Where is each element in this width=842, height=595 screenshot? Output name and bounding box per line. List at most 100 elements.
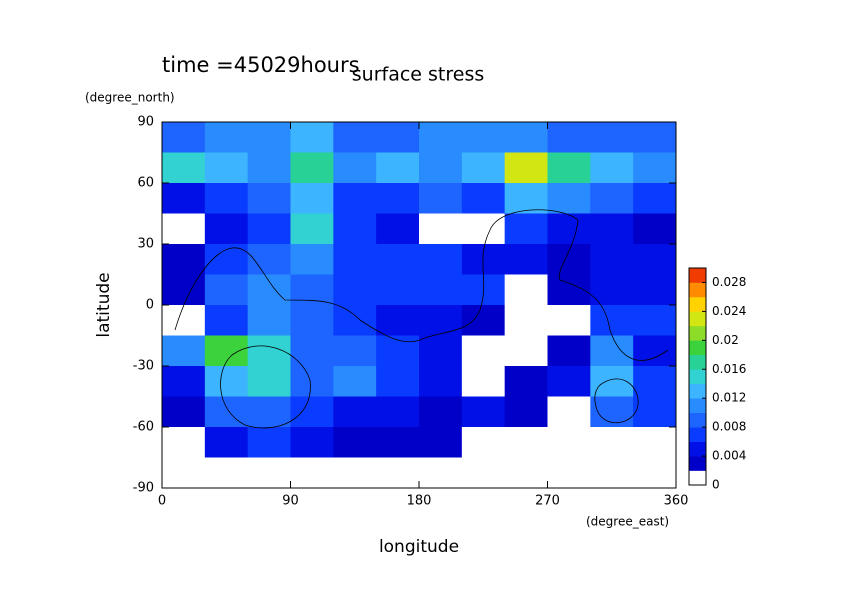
field-cell — [204, 427, 249, 458]
colorbar-band — [689, 282, 706, 298]
field-cell — [333, 427, 377, 458]
field-cell — [162, 427, 206, 458]
field-cell — [590, 274, 634, 306]
field-cell — [633, 457, 677, 489]
field-cell — [419, 183, 463, 214]
x-tick-label: 180 — [407, 494, 432, 509]
y-unit: (degree_north) — [85, 91, 175, 105]
field-cell — [547, 396, 591, 428]
field-cell — [547, 122, 591, 153]
field-cell — [333, 396, 377, 428]
coastline — [174, 209, 669, 361]
colorbar-band — [689, 325, 706, 341]
field-cell — [333, 152, 377, 184]
field-cell — [290, 122, 334, 153]
field-cell — [162, 244, 206, 275]
field-cell — [590, 213, 634, 245]
field-cell — [504, 366, 548, 397]
field-cell — [461, 122, 506, 153]
field-cell — [633, 122, 677, 153]
field-cell — [461, 366, 506, 397]
field-cell — [504, 152, 548, 184]
colorbar-tick-label: 0.004 — [712, 449, 746, 463]
colorbar-tick-label: 0 — [712, 478, 720, 492]
field-cell — [247, 457, 291, 489]
field-cell — [590, 427, 634, 458]
field-cell — [633, 396, 677, 428]
field-cell — [204, 122, 249, 153]
field-cell — [633, 183, 677, 214]
field-cell — [376, 457, 420, 489]
y-axis-label: latitude — [94, 272, 114, 337]
field-cell — [162, 457, 206, 489]
field-cell — [419, 152, 463, 184]
field-cell — [504, 457, 548, 489]
field-cell — [461, 335, 506, 367]
field-cell — [590, 152, 634, 184]
field-cell — [419, 427, 463, 458]
field-cell — [547, 457, 591, 489]
y-tick-label: 90 — [137, 115, 154, 130]
field-cell — [204, 457, 249, 489]
field-cell — [376, 213, 420, 245]
field-cell — [204, 213, 249, 245]
field-cell — [290, 213, 334, 245]
field-cell — [290, 396, 334, 428]
field-cell — [333, 213, 377, 245]
colorbar-band — [689, 427, 706, 442]
field-cell — [333, 122, 377, 153]
field-cell — [333, 183, 377, 214]
field-cell — [504, 396, 548, 428]
field-cell — [504, 305, 548, 336]
field-cell — [376, 396, 420, 428]
field-cell — [376, 335, 420, 367]
field-cell — [247, 274, 291, 306]
field-cell — [504, 274, 548, 306]
field-cell — [590, 305, 634, 336]
colorbar-band — [689, 296, 706, 312]
annotation: time =45029hours — [162, 53, 360, 77]
field-cell — [376, 244, 420, 275]
field-cell — [333, 305, 377, 336]
field-cell — [547, 335, 591, 367]
field-cell — [376, 427, 420, 458]
field-cell — [376, 122, 420, 153]
field-cell — [333, 366, 377, 397]
field-cell — [290, 152, 334, 184]
x-tick-label: 90 — [282, 494, 299, 509]
field-cell — [333, 244, 377, 275]
field-cell — [290, 305, 334, 336]
field-cell — [290, 427, 334, 458]
field-cell — [590, 396, 634, 428]
axes: 0 90 180 270 360 -90 -60 -30 0 30 60 90 — [133, 115, 689, 509]
y-tick-label: -90 — [133, 481, 154, 496]
colorbar-tick-label: 0.016 — [712, 362, 746, 376]
field-cell — [376, 152, 420, 184]
field-cell — [247, 122, 291, 153]
field-cell — [333, 274, 377, 306]
field-cell — [590, 122, 634, 153]
colorbar-band — [689, 398, 706, 413]
field-cell — [633, 305, 677, 336]
field-cell — [162, 396, 206, 428]
x-unit: (degree_east) — [586, 515, 669, 529]
field-cell — [247, 427, 291, 458]
field-cell — [162, 305, 206, 336]
field-cell — [247, 183, 291, 214]
x-tick-label: 360 — [664, 494, 689, 509]
field-cell — [547, 366, 591, 397]
field-cell — [590, 183, 634, 214]
field-cell — [204, 152, 249, 184]
field-cell — [376, 366, 420, 397]
field-cell — [461, 213, 506, 245]
field-cell — [247, 366, 291, 397]
field-cell — [376, 305, 420, 336]
field-cell — [504, 183, 548, 214]
field-cell — [419, 366, 463, 397]
field-cell — [547, 183, 591, 214]
colorbar-band — [689, 268, 706, 283]
field-cell — [590, 457, 634, 489]
field-cell — [247, 396, 291, 428]
field-cell — [419, 213, 463, 245]
